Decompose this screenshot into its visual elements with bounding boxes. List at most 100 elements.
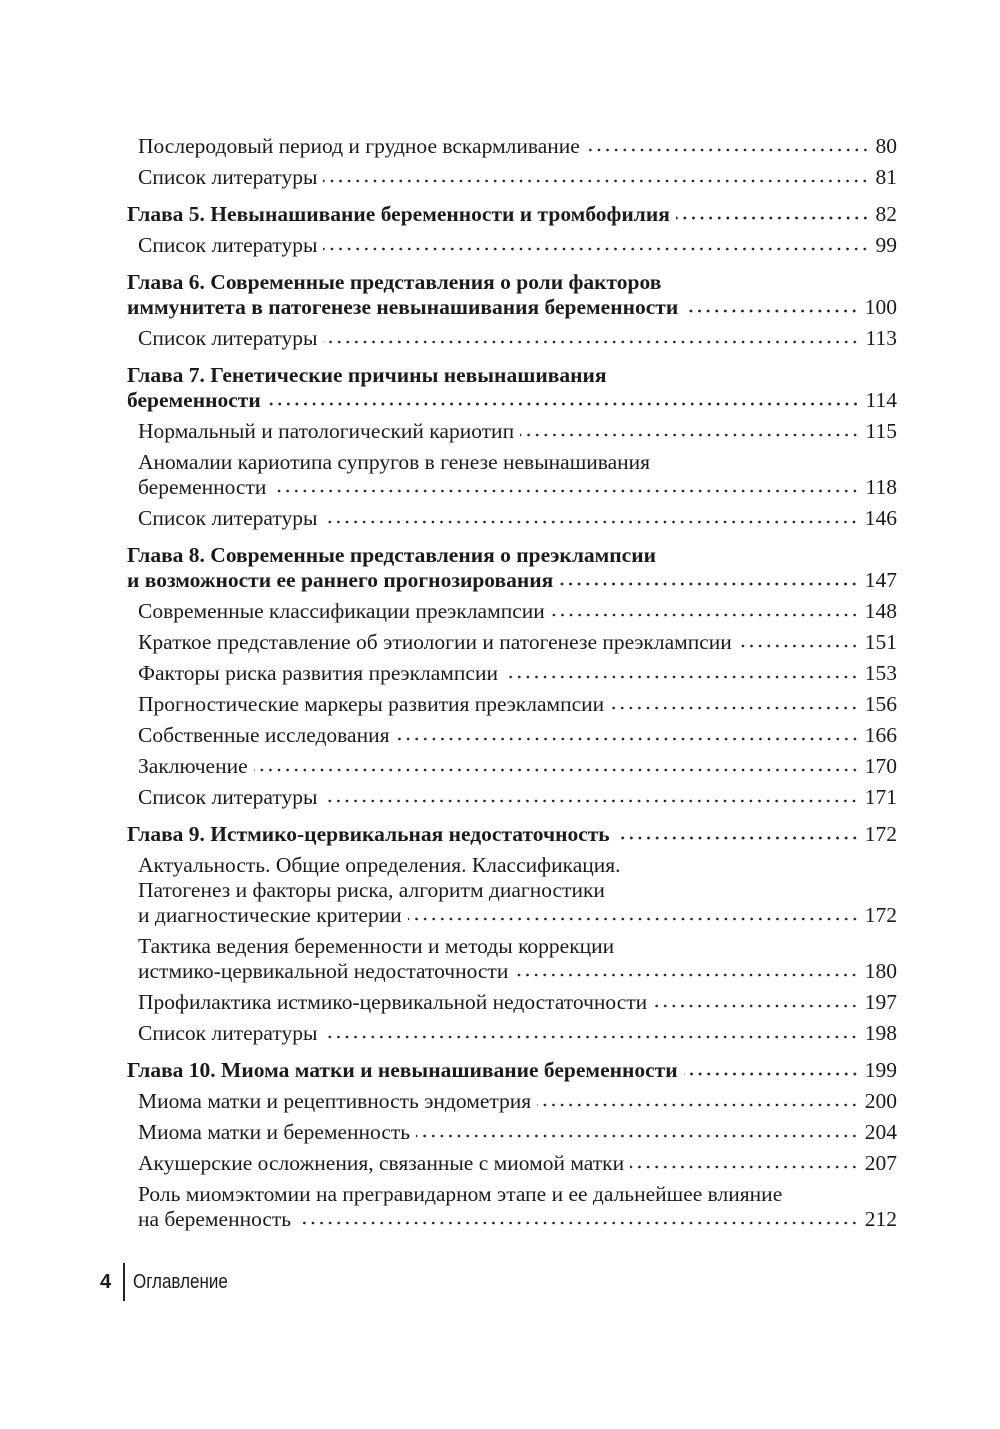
toc-page-number: 113	[865, 326, 897, 350]
toc-entry-title: Краткое представление об этиологии и пат…	[138, 630, 732, 654]
toc-entry: Краткое представление об этиологии и пат…	[127, 630, 897, 655]
table-of-contents: Послеродовый период и грудное вскармлива…	[127, 134, 897, 1232]
toc-entry: Собственные исследования 166	[127, 723, 897, 748]
toc-entry-line: Актуальность. Общие определения. Классиф…	[138, 853, 897, 878]
toc-chapter: Глава 8. Современные представления о пре…	[127, 543, 897, 593]
toc-entry-title: Глава 10. Миома матки и невынашивание бе…	[127, 1058, 678, 1082]
dot-leader	[615, 835, 859, 841]
toc-entry: Список литературы 171	[127, 785, 897, 810]
toc-entry-title: и возможности ее раннего прогнозирования	[127, 568, 554, 592]
toc-page-number: 148	[864, 599, 897, 623]
toc-page-number: 100	[864, 295, 897, 319]
toc-entry: Список литературы 198	[127, 1021, 897, 1046]
toc-entry-line: Акушерские осложнения, связанные с миомо…	[138, 1151, 897, 1176]
toc-entry-line: Глава 6. Современные представления о рол…	[127, 270, 897, 295]
toc-entry-line: беременности 114	[127, 388, 897, 413]
toc-entry: Список литературы 113	[127, 326, 897, 351]
toc-page-number: 171	[864, 785, 897, 809]
toc-entry-line: Глава 5. Невынашивание беременности и тр…	[127, 202, 897, 227]
dot-leader	[520, 432, 860, 438]
toc-entry-line: Список литературы 171	[138, 785, 897, 810]
toc-chapter: Глава 7. Генетические причины невынашива…	[127, 363, 897, 413]
toc-entry-line: Список литературы 146	[138, 506, 897, 531]
toc-entry: Список литературы 99	[127, 233, 897, 258]
dot-leader	[537, 1102, 859, 1108]
toc-entry: Миома матки и рецептивность эндометрия 20…	[127, 1089, 897, 1114]
toc-entry-line: на беременность 212	[138, 1207, 897, 1232]
toc-entry-line: Современные классификации преэклампсии 14…	[138, 599, 897, 624]
toc-page-number: 156	[864, 692, 897, 716]
toc-entry-title: иммунитета в патогенезе невынашивания бе…	[127, 295, 679, 319]
toc-entry: Список литературы 146	[127, 506, 897, 531]
toc-entry-line: Профилактика истмико-цервикальной недост…	[138, 990, 897, 1015]
toc-entry: Прогностические маркеры развития преэкла…	[127, 692, 897, 717]
toc-page-number: 99	[875, 233, 898, 257]
toc-entry-line: Список литературы 99	[138, 233, 897, 258]
toc-entry-title: Актуальность. Общие определения. Классиф…	[138, 853, 621, 877]
dot-leader	[266, 401, 860, 407]
toc-entry-title: Собственные исследования	[138, 723, 390, 747]
dot-leader	[323, 798, 859, 804]
dot-leader	[684, 308, 859, 314]
dot-leader	[610, 705, 859, 711]
page-footer: 4 Оглавление	[100, 1262, 245, 1302]
toc-entry-title: Список литературы	[138, 1021, 318, 1045]
dot-leader	[514, 972, 859, 978]
running-title: Оглавление	[133, 1270, 228, 1293]
toc-page-number: 118	[865, 475, 897, 499]
toc-entry-title: Список литературы	[138, 326, 318, 350]
toc-entry-title: беременности	[138, 475, 267, 499]
toc-entry: Акушерские осложнения, связанные с миомо…	[127, 1151, 897, 1176]
dot-leader	[653, 1003, 859, 1009]
footer-divider	[123, 1263, 125, 1301]
dot-leader	[630, 1164, 859, 1170]
toc-entry-title: Роль миомэктомии на прегравидарном этапе…	[138, 1182, 783, 1206]
dot-leader	[395, 736, 859, 742]
toc-entry-title: беременности	[127, 388, 261, 412]
toc-entry: Профилактика истмико-цервикальной недост…	[127, 990, 897, 1015]
toc-entry-title: Факторы риска развития преэклампсии	[138, 661, 498, 685]
toc-entry-title: Глава 8. Современные представления о пре…	[127, 543, 656, 567]
dot-leader	[416, 1133, 859, 1139]
dot-leader	[253, 767, 859, 773]
toc-entry-title: Глава 7. Генетические причины невынашива…	[127, 363, 607, 387]
toc-entry-title: Акушерские осложнения, связанные с миомо…	[138, 1151, 625, 1175]
toc-entry-line: Собственные исследования 166	[138, 723, 897, 748]
toc-entry-title: Заключение	[138, 754, 248, 778]
toc-entry: Роль миомэктомии на прегравидарном этапе…	[127, 1182, 897, 1232]
toc-entry-line: и диагностические критерии 172	[138, 903, 897, 928]
toc-page-number: 199	[864, 1058, 897, 1082]
toc-entry-line: Список литературы 198	[138, 1021, 897, 1046]
toc-page-number: 170	[864, 754, 897, 778]
toc-entry-title: Список литературы	[138, 165, 318, 189]
toc-entry-line: Глава 9. Истмико-цервикальная недостаточ…	[127, 822, 897, 847]
toc-page-number: 207	[864, 1151, 897, 1175]
toc-page-number: 80	[875, 134, 898, 158]
dot-leader	[297, 1220, 859, 1226]
toc-entry-line: Нормальный и патологический кариотип 115	[138, 419, 897, 444]
toc-page-number: 146	[864, 506, 897, 530]
dot-leader	[323, 519, 859, 525]
toc-page-number: 172	[864, 822, 897, 846]
toc-chapter: Глава 6. Современные представления о рол…	[127, 270, 897, 320]
toc-entry-line: Факторы риска развития преэклампсии 153	[138, 661, 897, 686]
dot-leader	[550, 612, 859, 618]
toc-entry-line: Патогенез и факторы риска, алгоритм диаг…	[138, 878, 897, 903]
toc-entry: Миома матки и беременность 204	[127, 1120, 897, 1145]
toc-page-number: 82	[875, 202, 898, 226]
toc-page-number: 197	[864, 990, 897, 1014]
toc-entry-title: Аномалии кариотипа супругов в генезе нев…	[138, 450, 651, 474]
toc-chapter: Глава 9. Истмико-цервикальная недостаточ…	[127, 822, 897, 847]
toc-page-number: 200	[864, 1089, 897, 1113]
dot-leader	[323, 246, 870, 252]
toc-entry: Аномалии кариотипа супругов в генезе нев…	[127, 450, 897, 500]
page-number: 4	[100, 1270, 112, 1293]
toc-entry-title: Список литературы	[138, 785, 318, 809]
toc-entry-line: Глава 10. Миома матки и невынашивание бе…	[127, 1058, 897, 1083]
toc-entry: Тактика ведения беременности и методы ко…	[127, 934, 897, 984]
toc-entry-title: Современные классификации преэклампсии	[138, 599, 545, 623]
toc-page-number: 153	[864, 661, 897, 685]
toc-page-number: 166	[864, 723, 897, 747]
toc-entry-title: Глава 5. Невынашивание беременности и тр…	[127, 202, 670, 226]
toc-page-number: 180	[864, 959, 897, 983]
